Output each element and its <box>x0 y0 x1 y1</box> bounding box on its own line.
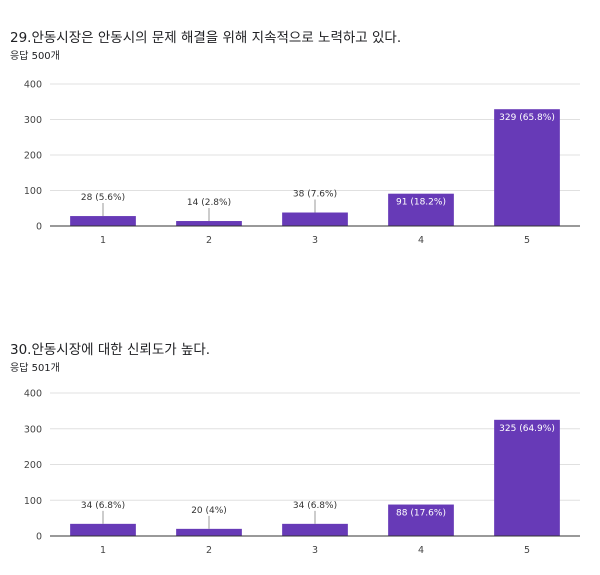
y-tick-label: 200 <box>24 151 42 162</box>
data-label: 34 (6.8%) <box>293 501 337 511</box>
data-label: 91 (18.2%) <box>396 198 446 208</box>
data-label: 325 (64.9%) <box>499 424 555 434</box>
chart-block-q30: 30.안동시장에 대한 신뢰도가 높다. 응답 501개 0 100 200 300 4… <box>0 330 600 575</box>
y-tick-label: 0 <box>36 532 42 543</box>
bar <box>388 504 454 536</box>
bar-chart-q29: 0 100 200 300 400 28 (5.6%) 1 14 (2.8%) 2 38 (7.6… <box>24 80 580 246</box>
bar <box>176 221 242 226</box>
bar <box>494 109 560 226</box>
data-label: 14 (2.8%) <box>187 198 231 208</box>
x-tick-label: 4 <box>418 235 424 246</box>
question-title: 30.안동시장에 대한 신뢰도가 높다. <box>10 342 211 358</box>
data-label: 38 (7.6%) <box>293 190 337 200</box>
bar <box>282 523 348 536</box>
chart-block-q29: 29.안동시장은 안동시의 문제 해결을 위해 지속적으로 노력하고 있다. 응… <box>10 30 580 246</box>
response-count: 응답 501개 <box>10 363 60 374</box>
y-tick-label: 400 <box>24 389 42 400</box>
x-tick-label: 5 <box>524 545 530 556</box>
y-tick-label: 200 <box>24 460 42 471</box>
y-tick-label: 400 <box>24 80 42 91</box>
y-tick-label: 300 <box>24 424 42 435</box>
x-tick-label: 3 <box>312 545 318 556</box>
x-tick-label: 2 <box>206 235 212 246</box>
y-tick-label: 100 <box>24 186 42 197</box>
x-tick-label: 4 <box>418 545 424 556</box>
y-tick-label: 100 <box>24 496 42 507</box>
question-title: 29.안동시장은 안동시의 문제 해결을 위해 지속적으로 노력하고 있다. <box>10 30 402 46</box>
response-count: 응답 500개 <box>10 51 60 62</box>
x-tick-label: 5 <box>524 235 530 246</box>
bar-chart-q30: 0 100 200 300 400 34 (6.8%) 1 20 (4%) 2 34 (6.8%)… <box>24 389 580 556</box>
x-tick-label: 2 <box>206 545 212 556</box>
data-label: 28 (5.6%) <box>81 193 125 203</box>
bar <box>494 419 560 536</box>
bar <box>388 193 454 226</box>
x-tick-label: 1 <box>100 545 106 556</box>
data-label: 329 (65.8%) <box>499 113 555 123</box>
data-label: 88 (17.6%) <box>396 509 446 519</box>
x-tick-label: 1 <box>100 235 106 246</box>
y-tick-label: 0 <box>36 222 42 233</box>
data-label: 34 (6.8%) <box>81 501 125 511</box>
bar <box>176 528 242 536</box>
bar <box>70 523 136 536</box>
y-tick-label: 300 <box>24 115 42 126</box>
bar <box>70 216 136 226</box>
data-label: 20 (4%) <box>191 506 227 516</box>
x-tick-label: 3 <box>312 235 318 246</box>
bar <box>282 212 348 226</box>
